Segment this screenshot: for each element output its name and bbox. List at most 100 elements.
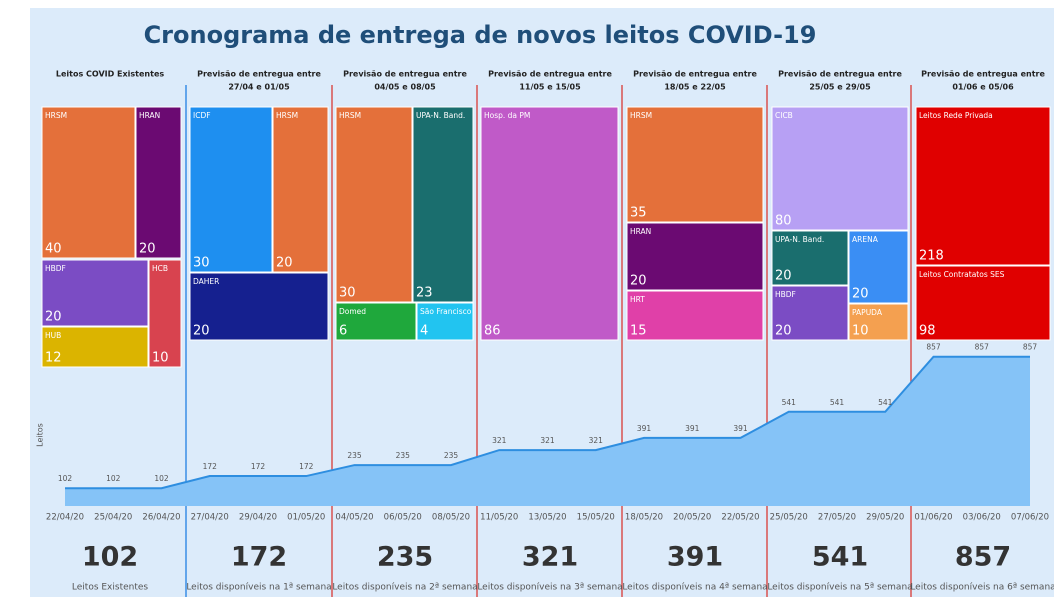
cell-value: 35 (630, 206, 647, 221)
treemap-cell (848, 230, 909, 304)
data-label: 172 (299, 462, 314, 471)
kpi-label: Leitos disponíveis na 3ª semana (477, 583, 622, 593)
x-tick-label: 22/05/20 (721, 513, 759, 523)
column-dates: 04/05 e 08/05 (374, 83, 436, 92)
cell-value: 20 (775, 324, 792, 339)
y-axis-label: Leitos (36, 423, 45, 447)
cell-label: HUB (45, 331, 61, 340)
cell-label: ARENA (852, 235, 879, 244)
treemap-cell (626, 290, 764, 341)
cell-label: HRSM (45, 111, 67, 120)
column-dates: 11/05 e 15/05 (519, 83, 581, 92)
cell-value: 10 (152, 351, 169, 366)
treemap-cell (771, 285, 849, 341)
treemap-cell (416, 302, 474, 341)
data-label: 235 (444, 451, 459, 460)
cell-label: HRSM (276, 111, 298, 120)
kpi-value: 102 (82, 542, 138, 573)
treemap-cell (148, 259, 182, 368)
kpi-value: 321 (522, 542, 578, 573)
cell-value: 20 (630, 274, 647, 289)
kpi-value: 541 (812, 542, 868, 573)
data-label: 102 (58, 474, 73, 483)
column-header: Previsão de entregua entre (633, 70, 757, 79)
cell-value: 15 (630, 324, 647, 339)
x-tick-label: 04/05/20 (335, 513, 373, 523)
kpi-label: Leitos disponíveis na 6ª semana (910, 583, 1054, 593)
cell-label: Domed (339, 307, 366, 316)
cell-value: 86 (484, 324, 501, 339)
treemap-cell (480, 106, 619, 341)
x-tick-label: 11/05/20 (480, 513, 518, 523)
x-tick-label: 15/05/20 (577, 513, 615, 523)
treemap-cell (626, 106, 764, 223)
treemap-cell (41, 326, 149, 368)
data-label: 391 (637, 424, 652, 433)
cell-label: HRAN (630, 227, 651, 236)
cell-label: ICDF (193, 111, 211, 120)
column-dates: 27/04 e 01/05 (228, 83, 290, 92)
cell-label: HBDF (45, 264, 66, 273)
cell-label: HRAN (139, 111, 160, 120)
cell-label: HCB (152, 264, 168, 273)
x-tick-label: 22/04/20 (46, 513, 84, 523)
treemap-cell (915, 265, 1051, 341)
data-label: 102 (106, 474, 121, 483)
kpi-label: Leitos disponíveis na 1ª semana (186, 583, 331, 593)
treemap-cell (135, 106, 182, 259)
x-tick-label: 25/04/20 (94, 513, 132, 523)
cell-value: 20 (45, 310, 62, 325)
kpi-value: 857 (955, 542, 1011, 573)
treemap-cell (272, 106, 329, 273)
cell-label: DAHER (193, 277, 219, 286)
x-tick-label: 26/04/20 (142, 513, 180, 523)
cell-value: 30 (339, 286, 356, 301)
data-label: 541 (782, 398, 797, 407)
data-label: 391 (733, 424, 748, 433)
data-label: 235 (396, 451, 411, 460)
cell-label: HBDF (775, 290, 796, 299)
treemap-cell (335, 302, 417, 341)
treemap-cell (41, 259, 149, 327)
kpi-value: 391 (667, 542, 723, 573)
data-label: 321 (540, 436, 555, 445)
column-header: Previsão de entregua entre (488, 70, 612, 79)
cell-label: Hosp. da PM (484, 111, 530, 120)
treemap-cell (335, 106, 413, 303)
data-label: 541 (830, 398, 845, 407)
data-label: 321 (492, 436, 507, 445)
x-tick-label: 27/04/20 (191, 513, 229, 523)
x-tick-label: 01/05/20 (287, 513, 325, 523)
cell-label: PAPUDA (852, 308, 883, 317)
cell-value: 20 (852, 287, 869, 302)
cell-value: 218 (919, 249, 944, 264)
column-header: Previsão de entregua entre (197, 70, 321, 79)
cell-label: HRT (630, 295, 645, 304)
cell-value: 80 (775, 214, 792, 229)
x-tick-label: 27/05/20 (818, 513, 856, 523)
cell-label: Leitos Contratatos SES (919, 270, 1005, 279)
cell-label: UPA-N. Band. (416, 111, 465, 120)
title: Cronograma de entrega de novos leitos CO… (144, 21, 817, 49)
cell-value: 4 (420, 324, 428, 339)
data-label: 172 (203, 462, 218, 471)
data-label: 857 (926, 343, 941, 352)
kpi-label: Leitos disponíveis na 4ª semana (622, 583, 767, 593)
kpi-label: Leitos disponíveis na 2ª semana (332, 583, 477, 593)
data-label: 235 (347, 451, 362, 460)
column-header: Leitos COVID Existentes (56, 70, 165, 79)
x-tick-label: 18/05/20 (625, 513, 663, 523)
cell-value: 12 (45, 351, 62, 366)
treemap-cell (412, 106, 474, 303)
column-dates: 01/06 e 05/06 (952, 83, 1014, 92)
kpi-label: Leitos disponíveis na 5ª semana (767, 583, 912, 593)
cell-label: CICB (775, 111, 793, 120)
x-tick-label: 03/06/20 (963, 513, 1001, 523)
treemap-cell (189, 106, 273, 273)
area-line (65, 355, 1030, 490)
area-fill (65, 356, 1030, 506)
treemap-cell (189, 272, 329, 341)
data-label: 102 (154, 474, 169, 483)
column-header: Previsão de entregua entre (921, 70, 1045, 79)
